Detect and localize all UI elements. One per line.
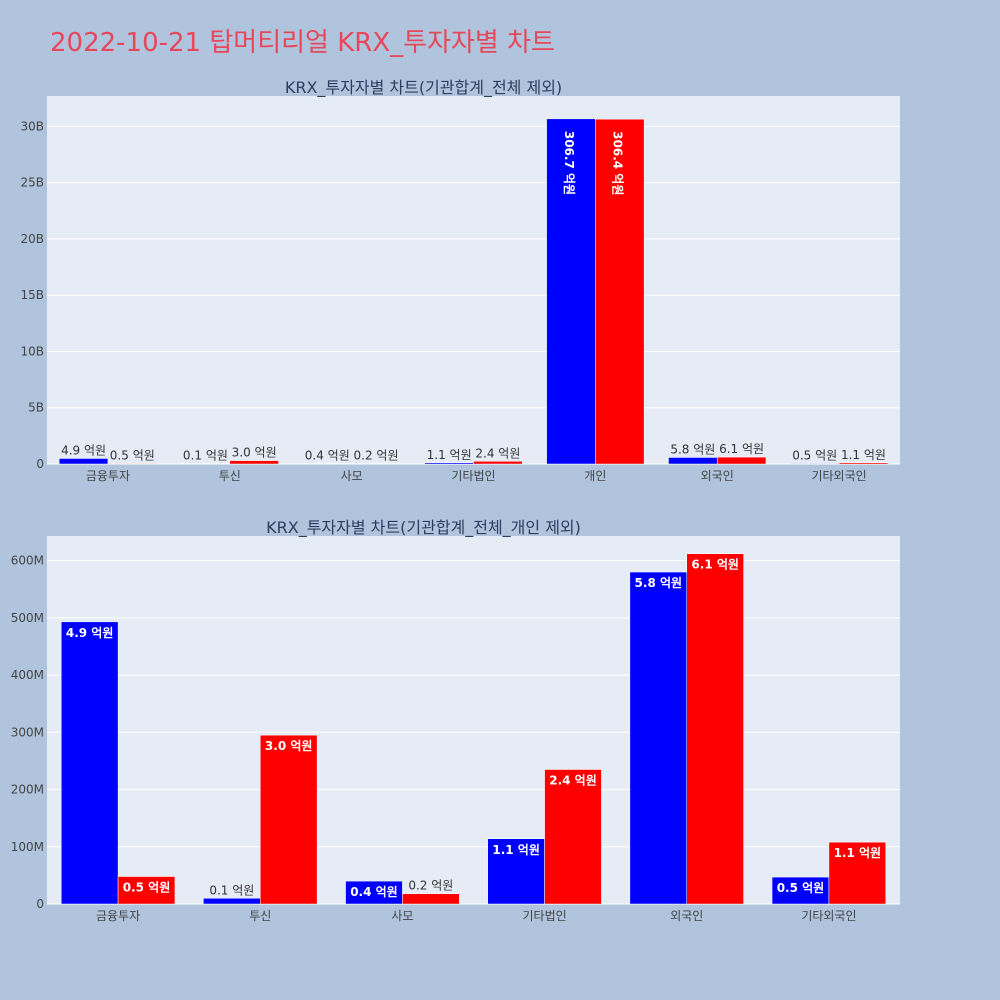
data-label: 1.1 억원	[834, 846, 882, 860]
bar-series1-1	[180, 463, 231, 465]
data-label: 0.5 억원	[123, 881, 171, 895]
data-label: 1.1 억원	[427, 448, 472, 462]
plot-area	[47, 536, 900, 904]
bar-series2-3	[544, 769, 602, 905]
y-tick-label: 25B	[20, 176, 44, 190]
data-label: 0.5 억원	[792, 448, 837, 462]
y-tick-label: 30B	[20, 119, 44, 133]
data-label: 306.4 억원	[611, 131, 625, 195]
bar-series2-3	[473, 461, 523, 465]
y-tick-label: 15B	[20, 288, 44, 302]
bar-series2-2	[402, 893, 460, 905]
x-tick-label: 외국인	[670, 909, 703, 923]
data-label: 2.4 억원	[475, 446, 520, 460]
y-tick-label: 20B	[20, 232, 44, 246]
y-tick-label: 5B	[28, 401, 44, 415]
data-label: 1.1 억원	[841, 448, 886, 462]
bar-series1-3	[487, 838, 545, 905]
bar-series1-4	[546, 118, 596, 465]
data-label: 1.1 억원	[492, 843, 540, 857]
bar-series2-1	[229, 460, 279, 465]
x-tick-label: 기타법인	[451, 469, 495, 483]
data-label: 0.5 억원	[110, 448, 155, 462]
x-tick-label: 개인	[584, 469, 606, 483]
chart-1-group: 0 100M 200M 300M 400M 500M 600M KRX_투자자별 차트(기관합…	[11, 518, 900, 923]
x-tick-label: 기타법인	[522, 909, 566, 923]
data-label: 2.4 억원	[549, 774, 597, 788]
x-tick-label: 외국인	[701, 469, 734, 483]
data-label: 5.8 억원	[635, 576, 683, 590]
chart-0-group: 0 5B 10B 15B 20B 25B 30B KRX_투자자별 차트(기관합계_전체 제외…	[20, 78, 900, 483]
y-tick-label: 10B	[20, 344, 44, 358]
x-tick-label: 사모	[391, 909, 413, 923]
page-title: 2022-10-21 탑머티리얼 KRX_투자자별 차트	[50, 28, 555, 58]
bar-series2-2	[351, 463, 401, 465]
bar-series1-3	[424, 462, 474, 465]
bar-series2-4	[595, 118, 645, 465]
bar-series1-4	[629, 571, 688, 905]
data-label: 0.1 억원	[183, 449, 228, 463]
bar-series1-2	[345, 880, 403, 905]
data-label: 6.1 억원	[691, 558, 739, 572]
plot-area	[47, 96, 900, 464]
x-tick-label: 사모	[341, 469, 363, 483]
chart-subtitle: KRX_투자자별 차트(기관합계_전체_개인 제외)	[266, 518, 581, 538]
bar-series1-0	[60, 621, 119, 905]
y-tick-label: 200M	[11, 783, 44, 797]
x-tick-label: 기타외국인	[811, 469, 866, 483]
data-label: 0.4 억원	[350, 885, 398, 899]
y-tick-label: 500M	[11, 611, 44, 625]
x-tick-label: 금융투자	[86, 469, 130, 483]
x-tick-label: 금융투자	[96, 909, 140, 923]
data-label: 4.9 억원	[61, 443, 106, 457]
data-label: 3.0 억원	[265, 739, 313, 753]
data-label: 306.7 억원	[562, 131, 576, 195]
y-tick-label: 0	[36, 457, 44, 471]
y-tick-label: 0	[36, 897, 44, 911]
chart-investor-all: 0 5B 10B 15B 20B 25B 30B KRX_투자자별 차트(기관합계_전체 제외…	[20, 78, 900, 483]
bar-series2-5	[828, 841, 887, 905]
y-tick-label: 600M	[11, 554, 44, 568]
bar-series2-5	[716, 456, 767, 465]
bar-series1-5	[668, 457, 718, 465]
data-label: 0.4 억원	[305, 449, 350, 463]
bar-series1-1	[203, 898, 261, 905]
data-label: 0.1 억원	[209, 883, 254, 897]
bar-series2-0	[117, 876, 176, 905]
data-label: 0.2 억원	[408, 879, 453, 893]
bar-series1-0	[58, 458, 109, 465]
y-tick-label: 300M	[11, 725, 44, 739]
data-label: 6.1 억원	[719, 442, 764, 456]
data-label: 0.2 억원	[354, 449, 399, 463]
x-tick-label: 투신	[219, 469, 241, 483]
bar-series1-6	[790, 463, 840, 465]
x-tick-label: 투신	[249, 909, 271, 923]
bar-series2-1	[260, 734, 318, 905]
y-tick-label: 400M	[11, 668, 44, 682]
data-label: 3.0 억원	[232, 446, 277, 460]
data-label: 0.5 억원	[777, 881, 825, 895]
y-tick-label: 100M	[11, 840, 44, 854]
bar-series2-0	[107, 463, 157, 465]
bar-series1-2	[302, 463, 352, 465]
bar-series1-5	[771, 876, 830, 905]
data-label: 4.9 억원	[66, 626, 114, 640]
x-tick-label: 기타외국인	[801, 909, 856, 923]
data-label: 5.8 억원	[670, 442, 715, 456]
bar-series2-4	[686, 553, 744, 905]
chart-subtitle: KRX_투자자별 차트(기관합계_전체 제외)	[285, 78, 562, 98]
bar-series2-6	[838, 462, 889, 465]
